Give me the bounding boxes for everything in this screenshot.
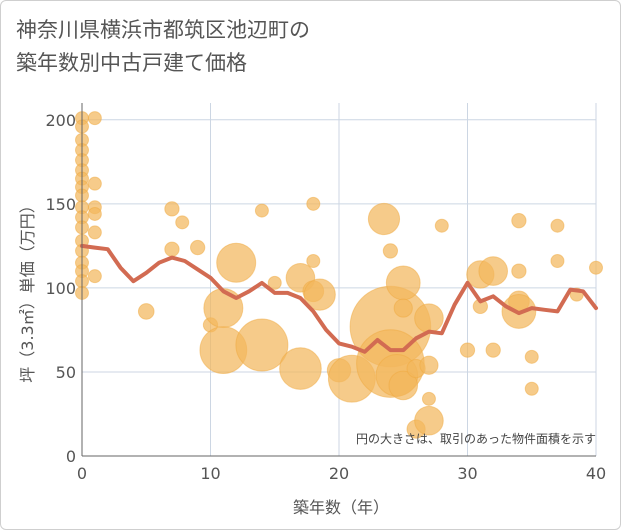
bubble-point [254,203,269,218]
line-layer [80,243,598,354]
tick-label-layer: 0 50 100 150 200 0 10 20 30 40 [45,111,606,483]
axis-layer [81,103,596,457]
bubble-point [414,303,444,333]
bubble-point [87,176,102,191]
y-tick-label: 0 [66,447,76,466]
bubble-point [367,202,401,236]
bubble-point [511,213,527,229]
bubble-point [478,256,509,286]
bubble-point [524,381,539,396]
size-note: 円の大きさは、取引のあった物件面積を示す [356,431,596,446]
bubble-layer [75,111,603,439]
average-price-line [80,243,598,354]
x-tick-label: 0 [77,464,87,483]
y-axis-title: 坪（3.3㎡）単価（万円） [18,197,37,382]
bubble-point [87,269,102,284]
chart-title-line-1: 神奈川県横浜市都筑区池辺町の [16,18,310,42]
bubble-point [524,349,539,364]
y-tick-label: 200 [45,111,76,130]
bubble-point [393,298,413,318]
bubble-point [382,243,399,259]
bubble-point [164,241,180,257]
bubble-point [306,196,321,211]
bubble-point [550,218,565,233]
bubble-point [485,342,501,358]
bubble-point [385,265,421,301]
bubble-point [388,370,419,401]
bubble-point [459,342,476,358]
bubble-point [511,263,527,279]
bubble-point [216,242,257,283]
grid-layer [82,103,597,456]
chart-title-line-2: 築年数別中古戸建て価格 [16,51,247,75]
bubble-point [175,215,190,230]
bubble-point [306,254,321,269]
bubble-point [87,111,102,126]
y-tick-label: 50 [56,363,76,382]
bubble-point [550,254,565,269]
x-tick-label: 40 [586,464,606,483]
bubble-point [589,260,603,275]
chart-title: 神奈川県横浜市都筑区池辺町の 築年数別中古戸建て価格 [16,14,310,80]
y-tick-label: 100 [45,279,76,298]
bubble-point [87,206,102,221]
y-tick-label: 150 [45,195,76,214]
bubble-point [421,391,436,406]
bubble-point [419,355,439,375]
bubble-point [87,225,102,240]
bubble-point [164,201,180,217]
x-tick-label: 30 [457,464,477,483]
bubble-point [414,405,444,436]
bubble-point [137,303,155,320]
bubble-point [203,288,244,329]
bubble-point [434,218,449,233]
bubble-point [235,318,289,372]
x-tick-label: 10 [200,464,220,483]
x-tick-label: 20 [329,464,349,483]
x-axis-title: 築年数（年） [293,498,389,517]
bubble-point [303,278,336,311]
bubble-point [267,275,282,290]
bubble-point [190,239,206,256]
bubble-point [279,347,322,390]
